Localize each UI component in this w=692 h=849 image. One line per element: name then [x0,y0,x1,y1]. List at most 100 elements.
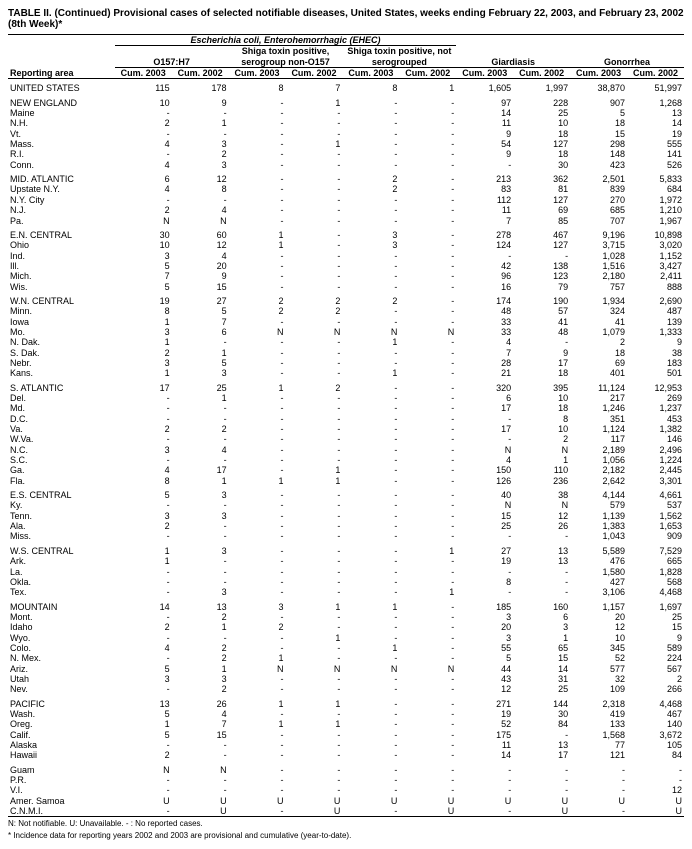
data-cell: 453 [627,414,684,424]
data-cell: 1 [172,118,229,128]
data-cell: U [627,806,684,817]
row-label: R.I. [8,149,115,159]
data-cell: - [399,567,456,577]
data-cell: 3 [115,511,172,521]
data-cell: 423 [570,160,627,170]
data-cell: - [342,205,399,215]
data-cell: 1 [172,622,229,632]
data-cell: 1 [172,348,229,358]
data-cell: 83 [456,184,513,194]
data-cell: U [456,796,513,806]
data-cell: - [456,761,513,775]
data-cell: - [399,403,456,413]
table-row: Ind.34------1,0281,152 [8,251,684,261]
data-cell: 12 [627,785,684,795]
data-cell: - [513,785,570,795]
data-cell: - [229,511,286,521]
data-cell: 69 [513,205,570,215]
data-cell: - [229,750,286,760]
data-cell: 3 [115,674,172,684]
data-cell: - [286,785,343,795]
data-cell: - [342,414,399,424]
data-cell: 183 [627,358,684,368]
row-label: E.S. CENTRAL [8,486,115,500]
data-cell: - [229,445,286,455]
data-cell: - [229,348,286,358]
data-cell: - [172,556,229,566]
data-cell: 18 [513,403,570,413]
data-cell: 2,182 [570,465,627,475]
row-label: S.C. [8,455,115,465]
data-cell: 20 [570,612,627,622]
data-cell: 12 [172,240,229,250]
data-cell: 577 [570,664,627,674]
data-cell: - [172,108,229,118]
data-cell: - [456,251,513,261]
data-cell: - [115,195,172,205]
row-label: N. Dak. [8,337,115,347]
row-label: Calif. [8,730,115,740]
data-cell: 2 [115,622,172,632]
data-cell: 1 [342,598,399,612]
data-cell: - [229,500,286,510]
data-cell: - [342,695,399,709]
data-cell: - [286,271,343,281]
row-label: Ga. [8,465,115,475]
data-cell: - [229,129,286,139]
data-cell: 1,828 [627,567,684,577]
data-cell: 757 [570,282,627,292]
data-cell: 117 [570,434,627,444]
data-cell: 4 [172,251,229,261]
row-label: NEW ENGLAND [8,94,115,108]
data-cell: 1 [286,476,343,486]
data-cell: - [286,486,343,500]
data-cell: - [115,455,172,465]
data-cell: 52 [570,653,627,663]
data-cell: 174 [456,292,513,306]
data-cell: - [115,567,172,577]
data-cell: 7 [115,271,172,281]
data-cell: - [286,577,343,587]
data-cell: 1 [115,337,172,347]
col-header: Cum. 2003 [115,68,172,79]
data-cell: - [229,160,286,170]
data-cell: - [172,337,229,347]
data-cell: 2 [115,521,172,531]
data-cell: - [342,216,399,226]
table-row: GuamNN-------- [8,761,684,775]
data-cell: - [229,577,286,587]
data-cell: - [399,368,456,378]
data-cell: 2 [115,118,172,128]
col-header: Cum. 2002 [627,68,684,79]
data-cell: - [229,567,286,577]
data-cell: 3 [115,358,172,368]
table-row: N.C.34----NN2,1892,496 [8,445,684,455]
data-cell: 685 [570,205,627,215]
data-cell: 345 [570,643,627,653]
data-cell: - [286,653,343,663]
data-cell: 14 [513,664,570,674]
data-cell: - [570,785,627,795]
reporting-area-header: Reporting area [8,68,115,79]
data-cell: - [570,761,627,775]
row-label: V.I. [8,785,115,795]
data-cell: 278 [456,226,513,240]
data-cell: 31 [513,674,570,684]
data-cell: 1 [342,337,399,347]
data-cell: - [399,139,456,149]
data-cell: - [286,740,343,750]
data-cell: 1 [286,94,343,108]
data-cell: 13 [115,695,172,709]
data-cell: - [342,587,399,597]
data-cell: - [399,282,456,292]
data-cell: - [229,486,286,500]
data-cell: 15 [570,129,627,139]
data-cell: - [342,500,399,510]
data-cell: 1,224 [627,455,684,465]
table-row: S. Dak.21----791838 [8,348,684,358]
data-cell: 1,997 [513,79,570,94]
row-label: Mass. [8,139,115,149]
data-cell: 1 [115,719,172,729]
data-cell: 2,189 [570,445,627,455]
data-cell: 30 [513,709,570,719]
